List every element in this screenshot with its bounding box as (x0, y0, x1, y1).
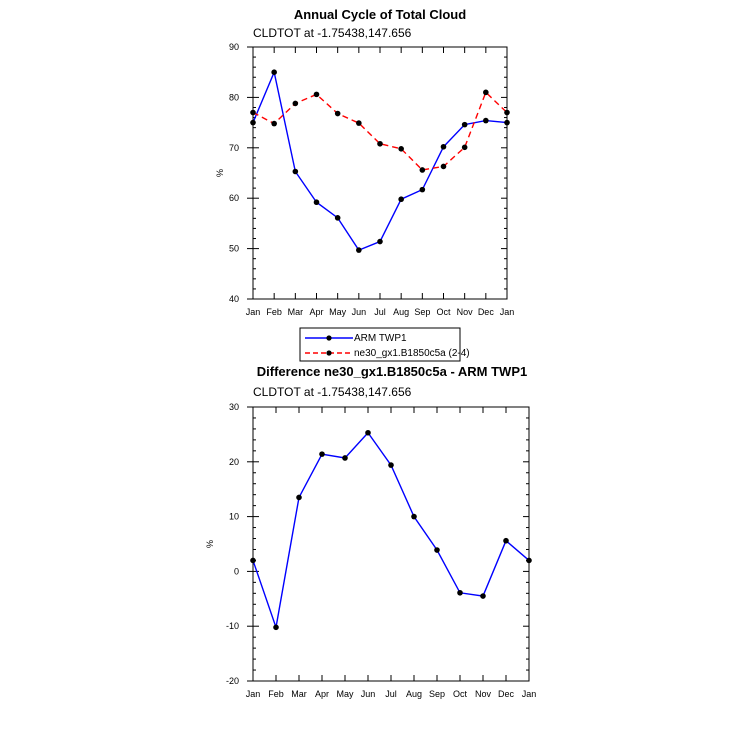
y-tick-label: 80 (229, 92, 239, 102)
data-point (419, 167, 426, 173)
data-point (440, 143, 447, 150)
data-point (411, 513, 417, 520)
x-tick-label: Jan (246, 689, 261, 699)
chart1-subtitle: CLDTOT at -1.75438,147.656 (253, 26, 412, 40)
data-point (398, 146, 404, 152)
data-point (504, 109, 510, 116)
data-point (440, 163, 447, 170)
x-tick-label: Jan (246, 307, 261, 317)
x-tick-label: Mar (291, 689, 307, 699)
x-tick-label: Apr (315, 689, 329, 699)
data-point (250, 557, 256, 564)
x-tick-label: Feb (268, 689, 284, 699)
data-point (292, 168, 299, 175)
data-point (250, 109, 256, 116)
y-tick-label: -20 (226, 676, 239, 686)
chart1-y-axis-label: % (215, 169, 225, 177)
data-point (503, 537, 509, 544)
x-tick-label: Jul (374, 307, 386, 317)
legend-label-arm-twp1: ARM TWP1 (354, 333, 407, 344)
x-tick-label: Apr (309, 307, 323, 317)
y-tick-label: 30 (229, 402, 239, 412)
y-tick-label: 60 (229, 193, 239, 203)
data-point (377, 238, 383, 245)
data-point (334, 215, 341, 221)
y-tick-label: 70 (229, 143, 239, 153)
data-point (296, 494, 302, 501)
data-point (388, 462, 394, 468)
x-tick-label: May (329, 307, 347, 317)
y-tick-label: -10 (226, 621, 239, 631)
x-tick-label: Dec (498, 689, 515, 699)
chart2-y-axis-label: % (205, 540, 215, 548)
x-tick-label: May (336, 689, 354, 699)
chart2-title: Difference ne30_gx1.B1850c5a - ARM TWP1 (257, 364, 527, 379)
x-tick-label: Aug (406, 689, 422, 699)
data-point (342, 455, 348, 461)
series-line-0 (252, 431, 530, 631)
x-tick-label: Oct (436, 307, 451, 317)
data-point (461, 121, 468, 128)
x-tick-label: Sep (429, 689, 445, 699)
x-tick-label: Dec (478, 307, 495, 317)
x-tick-label: Oct (453, 689, 468, 699)
y-tick-label: 10 (229, 512, 239, 522)
legend-label-model: ne30_gx1.B1850c5a (2-4) (354, 348, 470, 359)
data-point (461, 144, 468, 151)
data-point (271, 120, 277, 127)
x-tick-label: Nov (475, 689, 492, 699)
data-point (273, 624, 279, 631)
x-tick-label: Jun (352, 307, 367, 317)
chart1-legend (299, 327, 461, 362)
legend-marker-arm-twp1 (326, 335, 332, 341)
y-tick-label: 50 (229, 244, 239, 254)
series-line-1 (252, 91, 508, 171)
x-tick-label: Nov (457, 307, 474, 317)
data-point (313, 91, 320, 98)
data-point (480, 593, 486, 599)
data-point (271, 69, 277, 75)
data-point (319, 451, 325, 457)
x-tick-label: Jan (522, 689, 537, 699)
y-tick-label: 90 (229, 42, 239, 52)
data-point (457, 589, 463, 596)
x-tick-label: Mar (288, 307, 304, 317)
series-line-0 (252, 69, 508, 251)
x-tick-label: Sep (414, 307, 430, 317)
data-point (419, 186, 426, 193)
y-tick-label: 20 (229, 457, 239, 467)
data-point (483, 89, 489, 96)
x-tick-label: Feb (266, 307, 282, 317)
data-point (356, 120, 362, 126)
data-point (365, 429, 371, 436)
chart1-title: Annual Cycle of Total Cloud (294, 7, 466, 22)
y-tick-label: 0 (234, 566, 239, 576)
data-point (504, 119, 510, 126)
data-point (334, 110, 341, 117)
y-tick-label: 40 (229, 294, 239, 304)
data-point (377, 140, 383, 147)
chart2-plot-frame (252, 406, 530, 682)
x-tick-label: Aug (393, 307, 409, 317)
x-tick-label: Jan (500, 307, 515, 317)
chart1-plot-frame (252, 46, 508, 300)
data-point (398, 196, 404, 203)
x-tick-label: Jul (385, 689, 397, 699)
data-point (434, 547, 440, 553)
data-point (356, 247, 362, 253)
data-point (313, 199, 320, 206)
data-point (526, 557, 532, 564)
x-tick-label: Jun (361, 689, 376, 699)
data-point (292, 100, 299, 107)
data-point (483, 117, 489, 124)
data-point (250, 119, 256, 126)
chart2-subtitle: CLDTOT at -1.75438,147.656 (253, 385, 412, 399)
legend-marker-model (326, 350, 332, 356)
